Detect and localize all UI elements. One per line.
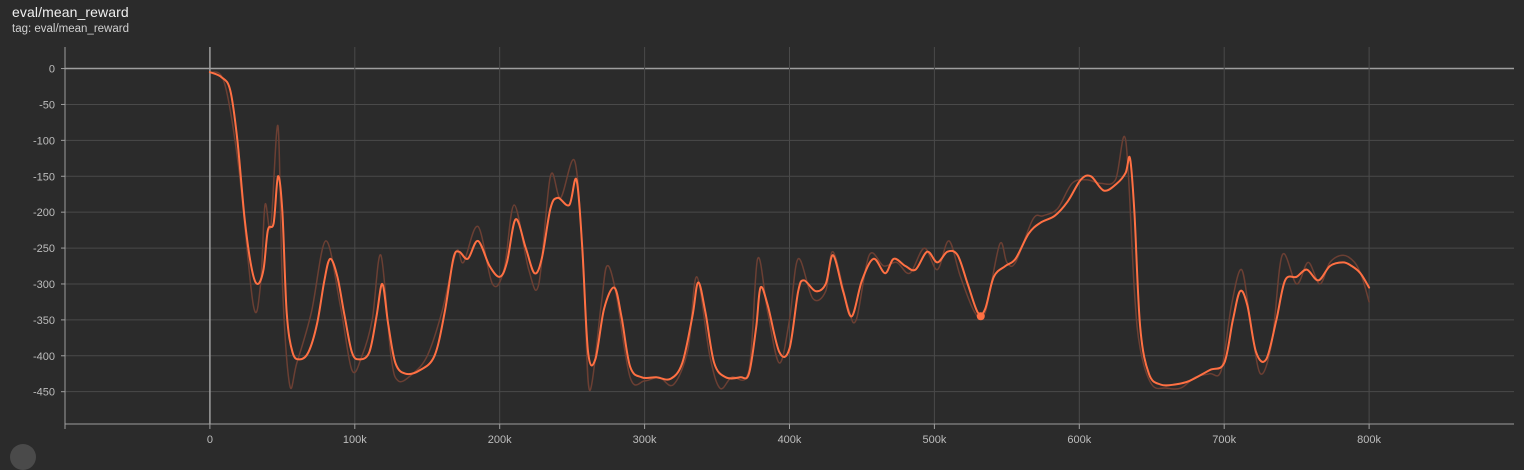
axis-layer bbox=[61, 47, 1514, 429]
y-tick-label: -200 bbox=[33, 207, 55, 219]
x-tick-label: 500k bbox=[922, 434, 946, 446]
expand-button[interactable] bbox=[10, 444, 36, 470]
raw-series-line bbox=[209, 71, 1370, 391]
x-tick-label: 300k bbox=[633, 434, 657, 446]
hover-point bbox=[976, 312, 985, 321]
x-tick-label: 700k bbox=[1212, 434, 1236, 446]
x-tick-label: 0 bbox=[207, 434, 213, 446]
y-tick-label: 0 bbox=[49, 64, 55, 76]
x-tick-label: 600k bbox=[1067, 434, 1091, 446]
x-tick-label: 100k bbox=[343, 434, 367, 446]
series-layer bbox=[208, 71, 1371, 391]
x-tick-label: 200k bbox=[488, 434, 512, 446]
x-tick-label: 800k bbox=[1357, 434, 1381, 446]
x-tick-label: 400k bbox=[778, 434, 802, 446]
y-tick-label: -400 bbox=[33, 351, 55, 363]
y-tick-label: -450 bbox=[33, 387, 55, 399]
chart-title: eval/mean_reward bbox=[12, 4, 129, 20]
y-tick-label: -50 bbox=[39, 99, 55, 111]
y-tick-label: -300 bbox=[33, 279, 55, 291]
tick-labels: 0 -50 -100 -150 -200 -250 -300 -350 -400 -450 0 100… bbox=[33, 64, 1382, 446]
y-tick-label: -150 bbox=[33, 171, 55, 183]
y-tick-label: -350 bbox=[33, 315, 55, 327]
chart-canvas[interactable]: 0 -50 -100 -150 -200 -250 -300 -350 -400 -450 0 100… bbox=[0, 0, 1524, 452]
chart-tag: tag: eval/mean_reward bbox=[12, 23, 129, 35]
grid-layer bbox=[65, 47, 1514, 424]
y-tick-label: -250 bbox=[33, 243, 55, 255]
smoothed-series-line bbox=[208, 71, 1371, 387]
y-tick-label: -100 bbox=[33, 135, 55, 147]
